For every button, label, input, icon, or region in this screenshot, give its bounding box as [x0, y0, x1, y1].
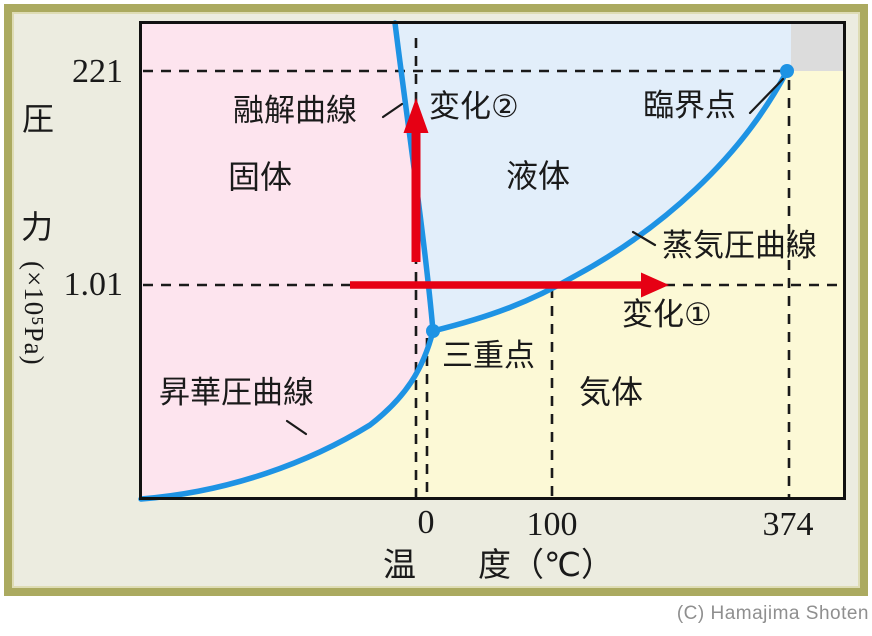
change2-arrow-head [403, 98, 429, 133]
sublimation-curve-label: 昇華圧曲線 [159, 375, 314, 410]
triple-point-label: 三重点 [442, 338, 535, 373]
vapor-pressure-curve [430, 68, 790, 334]
triple-point-dot [426, 324, 440, 338]
critical-label-pointer-line [748, 77, 785, 115]
solid-region-fill [140, 23, 433, 499]
y-tick-1-01: 1.01 [63, 266, 124, 303]
liquid-region-fill [395, 23, 791, 331]
sublimation-label-pointer-line [285, 419, 308, 436]
melting-label-pointer-line [381, 102, 404, 119]
y-tick-221: 221 [72, 53, 123, 90]
y-axis-title-char1: 圧 [22, 101, 55, 137]
y-axis-unit: (×10⁵Pa) [19, 261, 49, 366]
sublimation-curve [138, 328, 436, 502]
plot-border [139, 21, 846, 500]
x-axis-title-left: 温 [383, 546, 416, 583]
y-axis-title-char2: 力 [21, 209, 54, 245]
vapor-label-pointer-line [631, 230, 657, 247]
change2-arrow [403, 98, 429, 262]
change1-label: 変化① [622, 297, 712, 332]
change1-arrow-head [641, 272, 669, 298]
x-axis-title-right: 度（℃） [478, 546, 615, 583]
solid-region-label: 固体 [228, 159, 293, 195]
liquid-region-label: 液体 [506, 158, 571, 194]
copyright-text: (C) Hamajima Shoten [676, 603, 869, 624]
melting-curve-label: 融解曲線 [233, 93, 357, 128]
supercritical-region-fill [791, 24, 844, 71]
vapor-curve-label: 蒸気圧曲線 [662, 228, 817, 263]
gas-region-label: 気体 [579, 374, 644, 410]
critical-point-label: 臨界点 [643, 88, 736, 123]
change1-arrow [350, 272, 669, 298]
change2-label: 変化② [429, 89, 519, 124]
x-tick-0: 0 [417, 504, 435, 541]
x-tick-374: 374 [762, 506, 814, 543]
critical-point-dot [780, 64, 794, 78]
x-tick-100: 100 [526, 506, 578, 543]
